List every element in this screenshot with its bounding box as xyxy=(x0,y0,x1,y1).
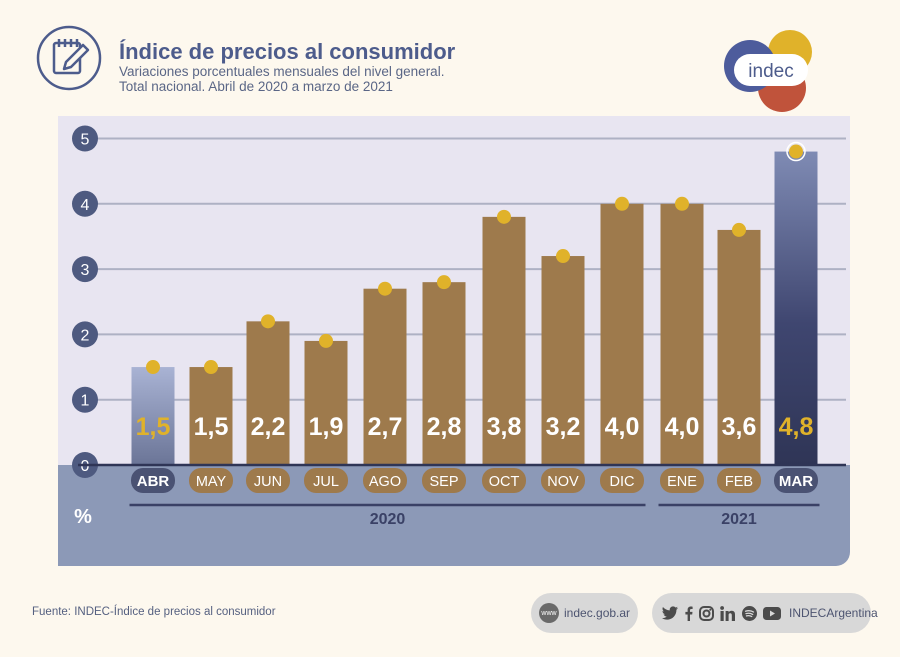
social-links: INDECArgentina xyxy=(652,593,878,633)
month-pill xyxy=(717,468,761,493)
category-label: JUN xyxy=(254,474,282,490)
bar xyxy=(363,288,407,465)
value-dot-ring xyxy=(786,141,806,162)
value-label: 4,0 xyxy=(605,413,640,441)
category-label: SEP xyxy=(429,474,458,490)
linkedin-icon[interactable] xyxy=(720,605,736,621)
y-tick-badge xyxy=(72,256,98,283)
y-tick-label: 1 xyxy=(81,393,90,410)
bar xyxy=(246,321,290,465)
value-label: 4,0 xyxy=(665,413,700,441)
twitter-icon[interactable] xyxy=(662,606,678,620)
category-label: OCT xyxy=(489,474,520,490)
value-dot xyxy=(319,333,333,348)
category-label: MAR xyxy=(779,473,813,490)
subtitle-line-1: Variaciones porcentuales mensuales del n… xyxy=(119,64,445,79)
indec-logo: indec xyxy=(724,30,812,112)
y-tick-label: 0 xyxy=(81,458,90,475)
value-label: 1,5 xyxy=(136,413,171,441)
y-tick-badge xyxy=(72,125,98,152)
value-dot xyxy=(615,196,629,211)
category-label: AGO xyxy=(369,474,401,490)
facebook-icon[interactable] xyxy=(684,606,693,621)
month-pill xyxy=(246,468,290,493)
y-tick-badge xyxy=(72,386,98,413)
value-dot xyxy=(261,314,275,329)
www-icon: www xyxy=(539,603,559,623)
website-label: indec.gob.ar xyxy=(564,606,631,620)
value-label: 3,2 xyxy=(546,413,581,441)
category-label: MAY xyxy=(196,474,227,490)
value-label: 4,8 xyxy=(779,413,814,441)
year-label: 2020 xyxy=(370,511,406,528)
month-pill xyxy=(189,468,233,493)
bar xyxy=(541,256,585,465)
chart-panel: 0 1 2 3 4 5 1,5 ABR 1,5 MAY 2,2 JUN 1,9 JUL 2,7 AGO 2,8 S… xyxy=(58,116,850,566)
y-tick-badge xyxy=(72,321,98,348)
bar xyxy=(482,216,526,465)
value-label: 3,8 xyxy=(487,413,522,441)
value-label: 2,7 xyxy=(368,413,403,441)
bar xyxy=(304,340,348,465)
value-dot xyxy=(204,360,218,375)
y-tick-label: 3 xyxy=(81,262,90,279)
month-pill xyxy=(774,468,818,493)
value-dot xyxy=(497,209,511,224)
bar xyxy=(774,151,818,465)
month-pill xyxy=(541,468,585,493)
category-label: JUL xyxy=(313,474,339,490)
spotify-icon[interactable] xyxy=(742,605,757,621)
category-label: NOV xyxy=(547,474,579,490)
value-label: 2,8 xyxy=(427,413,462,441)
value-dot xyxy=(789,144,803,159)
month-pill xyxy=(304,468,348,493)
category-label: ABR xyxy=(137,473,170,490)
value-dot xyxy=(675,196,689,211)
bar xyxy=(422,282,466,465)
page-subtitle: Variaciones porcentuales mensuales del n… xyxy=(119,64,444,94)
value-dot xyxy=(437,275,451,290)
month-pill xyxy=(363,468,407,493)
month-pill xyxy=(660,468,704,493)
value-dot xyxy=(378,281,392,296)
category-label: ENE xyxy=(667,474,697,490)
month-pill xyxy=(422,468,466,493)
y-tick-label: 2 xyxy=(81,327,90,344)
notepad-pen-icon xyxy=(36,25,102,91)
year-label: 2021 xyxy=(721,511,757,528)
source-note: Fuente: INDEC-Índice de precios al consu… xyxy=(32,606,276,618)
month-pill xyxy=(482,468,526,493)
page-title: Índice de precios al consumidor xyxy=(119,39,456,64)
bar-chart: 0 1 2 3 4 5 1,5 ABR 1,5 MAY 2,2 JUN 1,9 JUL 2,7 AGO 2,8 S… xyxy=(58,116,850,566)
y-tick-label: 5 xyxy=(81,132,90,149)
y-unit-label: % xyxy=(74,506,92,528)
bar xyxy=(660,203,704,466)
website-link[interactable]: www indec.gob.ar xyxy=(531,593,638,633)
value-label: 2,2 xyxy=(251,413,286,441)
bar xyxy=(600,203,644,466)
brand-text: indec xyxy=(748,61,793,82)
instagram-icon[interactable] xyxy=(699,605,714,621)
category-label: DIC xyxy=(610,474,635,490)
value-dot xyxy=(732,222,746,237)
y-tick-label: 4 xyxy=(81,197,90,214)
y-tick-badge xyxy=(72,190,98,217)
bar xyxy=(131,367,175,465)
value-dot xyxy=(556,249,570,264)
value-label: 3,6 xyxy=(722,413,757,441)
social-handle: INDECArgentina xyxy=(789,606,878,620)
value-dot xyxy=(146,360,160,375)
value-label: 1,5 xyxy=(194,413,229,441)
value-label: 1,9 xyxy=(309,413,344,441)
category-label: FEB xyxy=(725,474,753,490)
bar xyxy=(189,367,233,465)
month-pill xyxy=(600,468,644,493)
subtitle-line-2: Total nacional. Abril de 2020 a marzo de… xyxy=(119,79,393,94)
month-pill xyxy=(131,468,175,493)
youtube-icon[interactable] xyxy=(763,606,781,620)
bar xyxy=(717,229,761,465)
